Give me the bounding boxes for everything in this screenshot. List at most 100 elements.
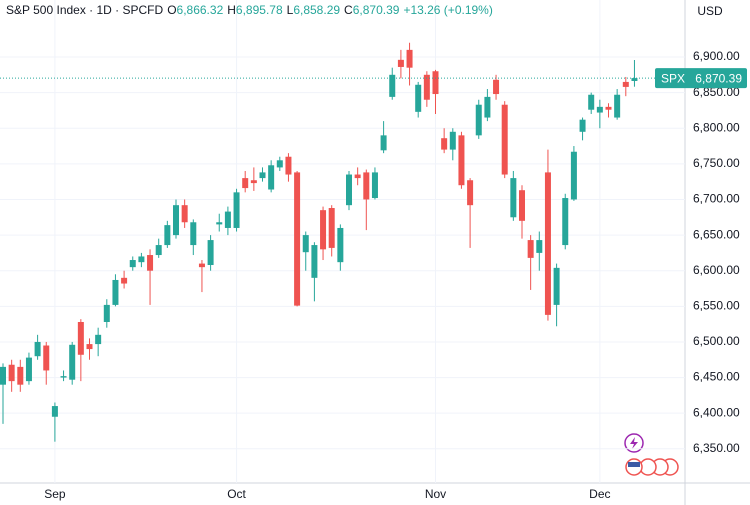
candle-body — [579, 119, 586, 132]
candle-body — [155, 245, 162, 256]
field-value: 6,870.39 — [352, 3, 400, 17]
candle-body — [242, 178, 249, 189]
change: +13.26 (+0.19%) — [403, 3, 493, 17]
candle-body — [17, 366, 24, 385]
candle-body — [129, 260, 136, 268]
candle-body — [164, 225, 171, 246]
y-tick-label: 6,500.00 — [693, 334, 740, 348]
candle-body — [173, 205, 179, 236]
candle-body — [302, 235, 309, 253]
candle-body — [147, 255, 154, 271]
candle-body — [441, 138, 448, 150]
y-tick-label: 6,650.00 — [693, 227, 740, 241]
candle-body — [510, 178, 517, 218]
field-value: 6,866.32 — [176, 3, 224, 17]
candle-body — [69, 344, 76, 380]
symbol-title[interactable]: S&P 500 Index · 1D · SPCFD — [6, 3, 164, 17]
y-tick-label: 6,850.00 — [693, 85, 740, 99]
candle-body — [346, 174, 352, 206]
candle-body — [605, 106, 612, 110]
candle-body — [596, 106, 603, 113]
candle-body — [95, 334, 102, 345]
candle-body — [415, 84, 422, 112]
candle-body — [467, 180, 474, 206]
candle-body — [553, 267, 560, 305]
candle-body — [198, 263, 205, 268]
candle-body — [389, 74, 396, 97]
y-tick-label: 6,400.00 — [693, 405, 740, 419]
candle-body — [614, 94, 621, 118]
candle-body — [484, 96, 491, 118]
candle-body — [121, 277, 128, 284]
candle-body — [294, 172, 301, 306]
candle-body — [449, 131, 456, 150]
candle-body — [536, 240, 543, 253]
candle-body — [406, 49, 413, 68]
candle-body — [363, 172, 370, 200]
candle-body — [190, 222, 197, 246]
candle-body — [51, 406, 58, 417]
candle-body — [337, 227, 344, 263]
legend-header: S&P 500 Index · 1D · SPCFD O6,866.32 H6,89… — [6, 3, 493, 17]
price-tag — [655, 68, 747, 89]
candle-body — [622, 81, 629, 87]
x-tick-label: Oct — [227, 487, 246, 501]
candle-body — [285, 156, 292, 175]
candle-body — [354, 174, 361, 179]
candle-body — [276, 160, 283, 168]
candle-body — [544, 172, 551, 315]
field-value: 6,895.78 — [235, 3, 283, 17]
candle-body — [320, 210, 327, 250]
candle-body — [250, 180, 257, 184]
field-key: L — [286, 3, 294, 17]
candle-body — [207, 240, 214, 266]
candle-body — [328, 208, 335, 248]
lightning — [630, 437, 638, 449]
candle-body — [60, 376, 67, 378]
price-tag-symbol: SPX — [661, 71, 685, 85]
flag-canton — [628, 462, 640, 467]
candle-body — [631, 78, 638, 81]
candle-body — [432, 71, 439, 95]
candle-body — [562, 198, 569, 246]
field-key: O — [167, 3, 177, 17]
candle-body — [588, 94, 595, 110]
candle-body — [0, 366, 6, 385]
x-tick-label: Dec — [589, 487, 610, 501]
candle-body — [519, 190, 525, 221]
candle-body — [25, 357, 32, 382]
candle-body — [138, 256, 145, 263]
candle-body — [77, 322, 84, 355]
candle-body — [458, 135, 465, 186]
field-key: H — [227, 3, 236, 17]
y-tick-label: 6,450.00 — [693, 370, 740, 384]
field-value: 6,858.29 — [293, 3, 341, 17]
candle-body — [112, 279, 119, 305]
candle-body — [43, 345, 50, 371]
candle-body — [397, 59, 404, 67]
y-tick-label: 6,700.00 — [693, 192, 740, 206]
candle-body — [475, 104, 482, 136]
candle-body — [380, 135, 387, 151]
candle-body — [181, 205, 188, 223]
y-tick-label: 6,900.00 — [693, 49, 740, 63]
candle-body — [86, 344, 93, 350]
candle-body — [224, 211, 231, 228]
candle-body — [423, 74, 430, 100]
candle-body — [259, 172, 266, 179]
candle-body — [34, 341, 41, 357]
x-tick-label: Sep — [44, 487, 66, 501]
field-key: C — [344, 3, 353, 17]
candle-body — [233, 192, 240, 228]
candle-body — [493, 79, 500, 95]
candle-body — [8, 364, 15, 382]
candle-body — [501, 104, 508, 175]
currency[interactable]: USD — [697, 4, 723, 18]
candle-body — [527, 240, 534, 258]
y-tick-label: 6,350.00 — [693, 441, 740, 455]
price-tag-value: 6,870.39 — [695, 71, 742, 85]
candle-body — [268, 165, 275, 190]
y-tick-label: 6,550.00 — [693, 298, 740, 312]
